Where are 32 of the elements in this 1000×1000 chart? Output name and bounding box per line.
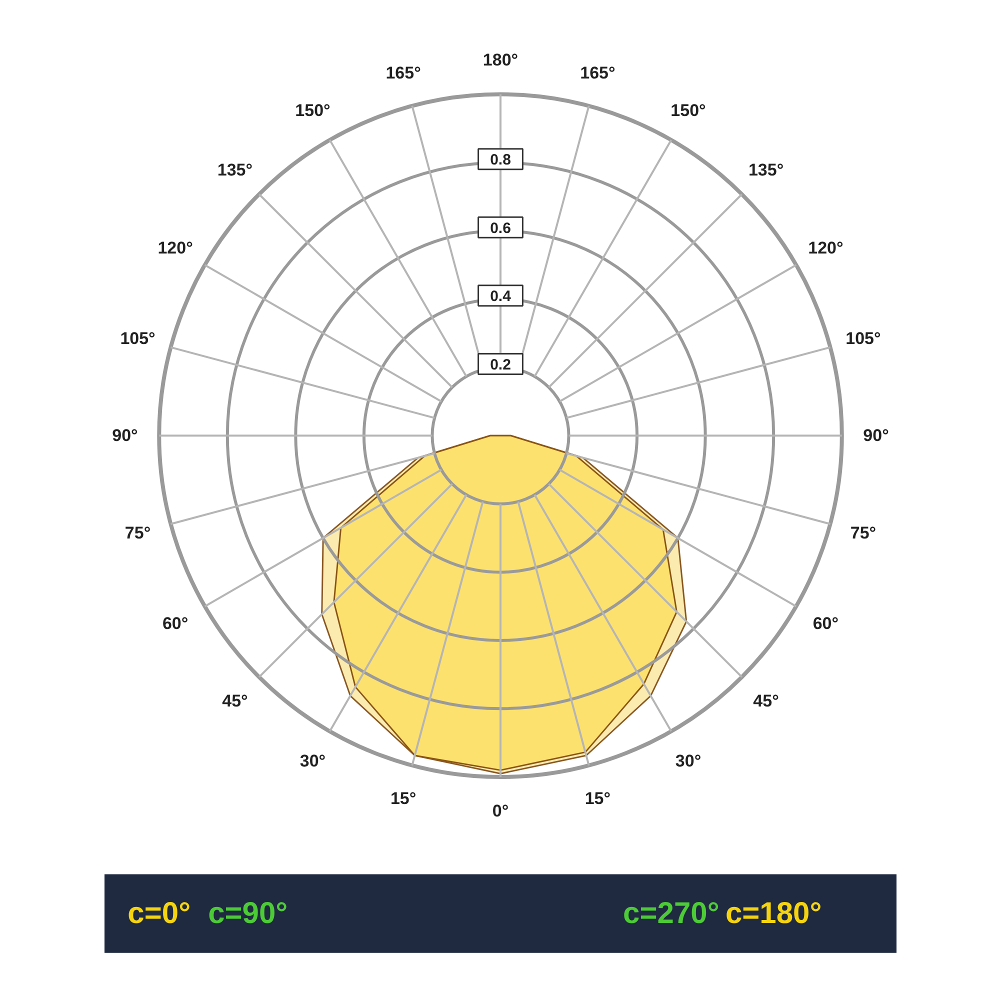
text: c=180° [725, 897, 822, 930]
spoke-label: 60° [812, 614, 839, 633]
text: c=90° [208, 897, 288, 930]
y-tick-label: 0.2 [490, 356, 511, 374]
spoke-label: 105° [846, 328, 882, 348]
spoke-label: 180° [482, 50, 518, 70]
spoke-label: 165° [580, 63, 616, 82]
spoke-label: 150° [295, 100, 331, 120]
spoke-label: 135° [748, 160, 784, 180]
text: c=270° [623, 897, 720, 930]
spoke-label: 0° [492, 802, 509, 821]
spoke-label: 45° [222, 692, 248, 711]
spoke-label: 150° [670, 100, 706, 120]
spoke-label: 45° [753, 692, 780, 711]
y-tick-label: 0.4 [490, 288, 512, 306]
spoke-label: 15° [390, 788, 416, 808]
spoke-label: 90° [863, 426, 890, 446]
spoke-label: 60° [162, 614, 188, 633]
y-tick-label: 0.6 [490, 220, 511, 237]
spoke-label: 75° [850, 523, 876, 542]
spoke-label: 105° [120, 328, 156, 348]
spoke-label: 120° [808, 238, 844, 258]
spoke-label: 90° [112, 426, 138, 446]
y-tick-label: 0.8 [490, 152, 511, 169]
text: c=0° [128, 897, 191, 930]
spoke-label: 30° [300, 751, 326, 770]
spoke-label: 120° [158, 238, 194, 258]
spoke-label: 15° [584, 788, 611, 808]
spoke-label: 135° [217, 160, 253, 180]
spoke-label: 165° [386, 63, 422, 82]
spoke-label: 30° [675, 751, 702, 770]
spoke-label: 75° [124, 523, 151, 542]
